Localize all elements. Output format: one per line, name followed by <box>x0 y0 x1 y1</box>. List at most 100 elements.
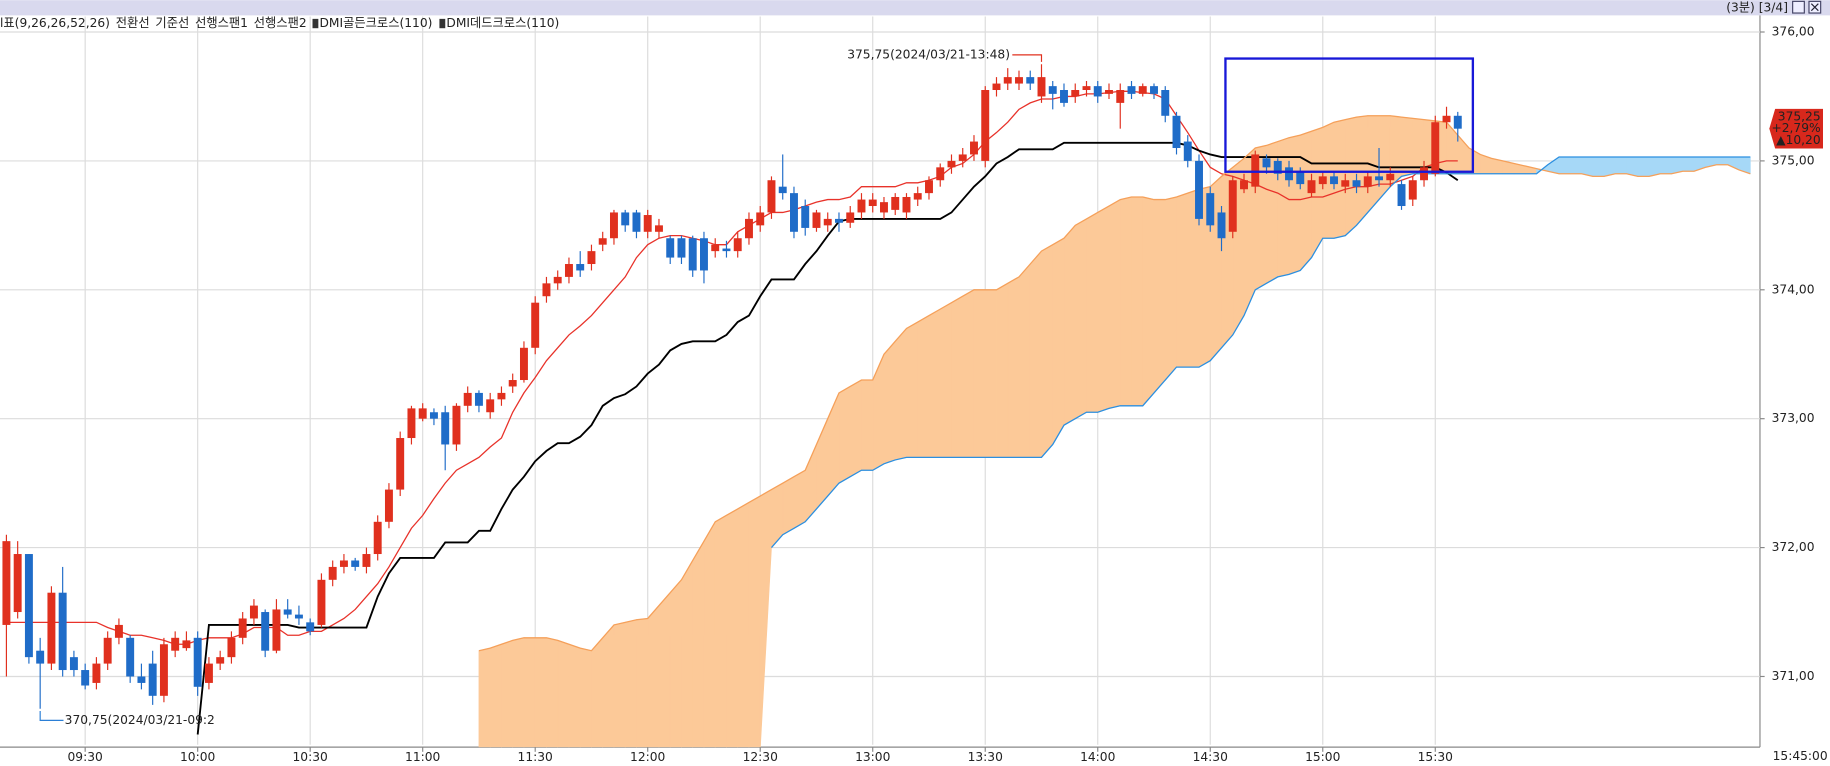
candle-body <box>868 199 877 207</box>
cloud-segment <box>1029 250 1042 458</box>
cloud-segment <box>692 539 705 748</box>
close-icon <box>1810 3 1819 12</box>
candle-body <box>486 399 495 413</box>
candle-body <box>1060 90 1068 103</box>
y-tick-label: 372,00 <box>1772 540 1815 554</box>
cloud-segment <box>703 520 716 748</box>
candle-body <box>317 579 326 625</box>
candle-body <box>1150 86 1158 94</box>
candle-body <box>24 554 33 658</box>
candle-body <box>1296 171 1305 185</box>
candle-body <box>1285 167 1293 181</box>
cloud-segment <box>726 508 739 748</box>
indicator-line <box>6 90 1458 645</box>
candle-body <box>474 392 483 406</box>
candle-body <box>171 637 180 651</box>
x-tick-label: 13:30 <box>968 750 1003 764</box>
cloud-segment <box>1412 117 1425 175</box>
candle-body <box>958 154 967 161</box>
candle-body <box>598 238 607 245</box>
candle-body <box>351 560 360 567</box>
candle-body <box>1420 167 1428 181</box>
y-tick-label: 376,00 <box>1772 25 1815 39</box>
candle-body <box>632 212 641 232</box>
cloud-segment <box>568 643 581 748</box>
x-tick-label: 09:30 <box>68 750 103 764</box>
high-marker-line <box>1012 54 1043 62</box>
cloud-segment <box>1007 276 1020 458</box>
candle-body <box>542 283 551 297</box>
cloud-segment <box>1356 115 1369 227</box>
candle-body <box>936 167 945 181</box>
candle-body <box>306 622 315 632</box>
legend-entry: 선행스팬2 <box>254 15 307 30</box>
candle-body <box>114 624 123 638</box>
candle-body <box>970 141 978 155</box>
x-tick-label: 11:00 <box>405 750 440 764</box>
legend-entry: 전환선 <box>116 16 150 30</box>
candle-body <box>1105 90 1113 94</box>
cloud-segment <box>1176 192 1189 368</box>
candle-body <box>1397 184 1406 207</box>
cloud-segment <box>591 636 604 748</box>
y-tick-label: 374,00 <box>1772 282 1815 296</box>
cloud-segment <box>1682 156 1695 172</box>
candle-body <box>452 405 461 445</box>
candle-body <box>261 612 270 651</box>
cloud-segment <box>1288 134 1301 275</box>
candle-body <box>362 554 371 567</box>
candle-body <box>193 637 202 687</box>
candle-body <box>1386 173 1395 181</box>
cloud-segment <box>1142 196 1155 407</box>
candle-body <box>778 186 787 194</box>
candle-body <box>272 609 281 651</box>
candle-body <box>159 644 168 696</box>
cloud-segment <box>1086 211 1099 413</box>
candle-body <box>812 212 821 228</box>
candle-body <box>846 212 855 223</box>
cloud-segment <box>658 591 671 748</box>
candle-body <box>1217 212 1226 239</box>
candle-body <box>891 196 900 210</box>
legend-entry: DMI데드크로스(110) <box>446 16 559 30</box>
candle-body <box>1442 115 1451 123</box>
cloud-segment <box>579 647 592 748</box>
cloud-segment <box>1378 115 1391 201</box>
candle-body <box>463 392 472 406</box>
candle-body <box>553 276 562 284</box>
cloud-segment <box>1119 196 1132 407</box>
x-tick-label: 10:30 <box>293 750 328 764</box>
drawn-box[interactable] <box>1224 57 1475 173</box>
candle-body <box>1138 86 1147 94</box>
candle-body <box>103 637 112 664</box>
plot-area <box>0 16 1760 748</box>
x-tick-label: 14:30 <box>1193 750 1228 764</box>
x-end-label: 15:45:00 <box>1773 749 1828 763</box>
cloud-segment <box>602 623 615 748</box>
candle-body <box>1262 158 1271 168</box>
cloud-segment <box>1052 237 1065 446</box>
candle-body <box>1352 180 1361 187</box>
x-tick-label: 12:30 <box>743 750 778 764</box>
candle-body <box>767 180 776 213</box>
cloud-segment <box>917 314 930 458</box>
candle-body <box>801 206 810 228</box>
candle-body <box>497 392 506 400</box>
candle-body <box>508 380 517 387</box>
candle-body <box>58 592 67 671</box>
candle-body <box>384 489 393 522</box>
cloud-segment <box>1299 130 1312 272</box>
cloud-segment <box>1277 137 1290 278</box>
candle-body <box>249 605 258 619</box>
candle-body <box>1273 160 1282 174</box>
cloud-segment <box>647 604 660 748</box>
candle-body <box>722 248 731 252</box>
cloud-segment <box>1018 263 1031 458</box>
candle-body <box>913 193 922 200</box>
candle-body <box>654 225 663 232</box>
cloud-segment <box>737 501 750 748</box>
cloud-segment <box>1131 196 1144 407</box>
candle-body <box>677 238 686 258</box>
y-tick-label: 371,00 <box>1772 669 1815 683</box>
maximize-button[interactable] <box>1792 0 1805 14</box>
